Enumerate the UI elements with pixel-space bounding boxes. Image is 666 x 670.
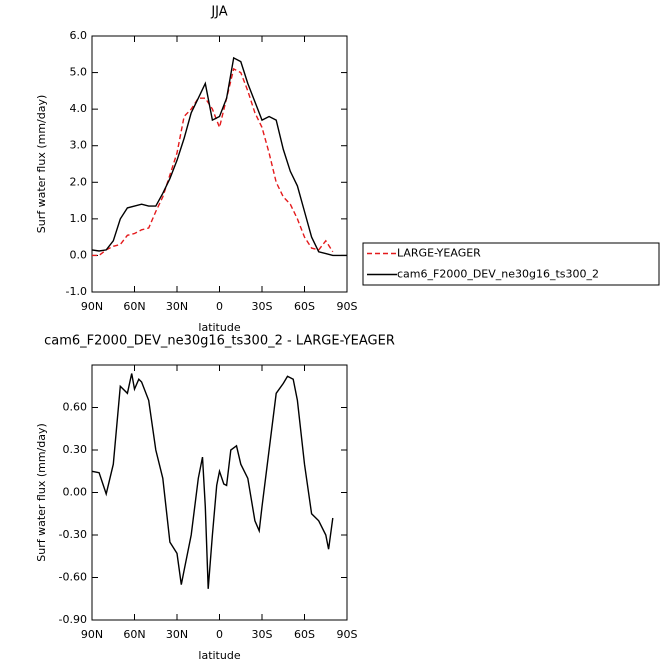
x-tick-label: 90S	[337, 628, 358, 641]
x-tick-label: 30N	[166, 300, 188, 313]
y-axis-label: Surf water flux (mm/day)	[35, 95, 48, 234]
y-tick-label: 1.0	[70, 212, 88, 225]
y-tick-label: -0.60	[59, 571, 87, 584]
x-tick-label: 60S	[294, 300, 315, 313]
y-tick-label: 0.0	[70, 248, 88, 261]
y-tick-label: 2.0	[70, 175, 88, 188]
data-line	[91, 373, 334, 589]
chart-title: JJA	[210, 5, 227, 20]
y-tick-label: 0.30	[63, 443, 88, 456]
legend-box	[362, 242, 660, 286]
data-line	[92, 67, 334, 257]
y-tick-label: -0.90	[59, 613, 87, 626]
x-tick-label: 30N	[166, 628, 188, 641]
y-tick-label: 3.0	[70, 139, 88, 152]
x-tick-label: 30S	[252, 300, 273, 313]
y-tick-label: 5.0	[70, 66, 88, 79]
y-tick-label: 0.60	[63, 401, 88, 414]
x-tick-label: 60N	[123, 628, 145, 641]
x-axis-label: latitude	[198, 649, 240, 662]
x-tick-label: 90N	[81, 300, 103, 313]
x-tick-label: 90S	[337, 300, 358, 313]
y-tick-label: 6.0	[70, 29, 88, 42]
x-tick-label: 0	[216, 300, 223, 313]
y-tick-label: 4.0	[70, 102, 88, 115]
y-tick-label: -1.0	[66, 285, 87, 298]
x-tick-label: 30S	[252, 628, 273, 641]
x-tick-label: 0	[216, 628, 223, 641]
legend-label: cam6_F2000_DEV_ne30g16_ts300_2	[397, 268, 599, 281]
x-tick-label: 90N	[81, 628, 103, 641]
plot-frame	[91, 35, 348, 293]
x-axis-label: latitude	[198, 321, 240, 334]
y-tick-label: 0.00	[63, 486, 88, 499]
legend-label: LARGE-YEAGER	[397, 247, 481, 260]
x-tick-label: 60N	[123, 300, 145, 313]
x-tick-label: 60S	[294, 628, 315, 641]
y-axis-label: Surf water flux (mm/day)	[35, 423, 48, 562]
chart-title: cam6_F2000_DEV_ne30g16_ts300_2 - LARGE-Y…	[44, 334, 395, 349]
data-line	[91, 56, 347, 257]
y-tick-label: -0.30	[59, 528, 87, 541]
